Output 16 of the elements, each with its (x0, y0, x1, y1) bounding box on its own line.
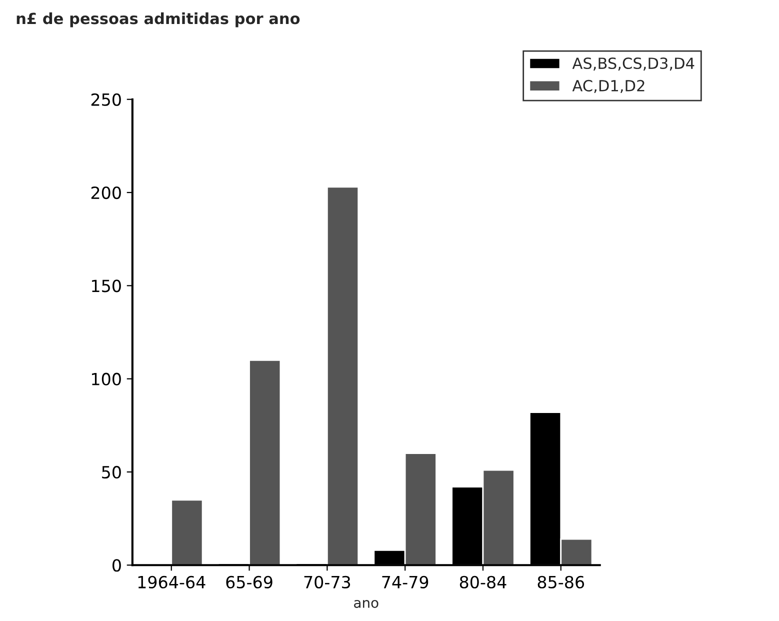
x-tick-label: 80-84 (460, 576, 506, 588)
y-tick-label: 100 (92, 372, 121, 386)
legend-label: AS,BS,CS,D3,D4 (572, 57, 694, 71)
y-tick-label: 150 (92, 280, 121, 292)
x-tick-label: 65-69 (226, 576, 272, 588)
y-tick-label: 50 (102, 466, 121, 479)
legend-label: AC,D1,D2 (572, 80, 644, 94)
x-tick-label: 85-86 (538, 576, 584, 588)
x-tick-label: 1964-64 (138, 576, 206, 588)
y-axis-title: n£ de pessoas admitidas por ano (16, 12, 300, 28)
y-tick-label: 0 (112, 559, 121, 572)
x-tick-label: 70-73 (304, 576, 350, 588)
x-tick-label: 74-79 (382, 576, 428, 588)
y-tick-label: 250 (91, 93, 121, 106)
y-tick-label: 200 (91, 186, 121, 200)
x-axis-title: ano (354, 600, 378, 608)
